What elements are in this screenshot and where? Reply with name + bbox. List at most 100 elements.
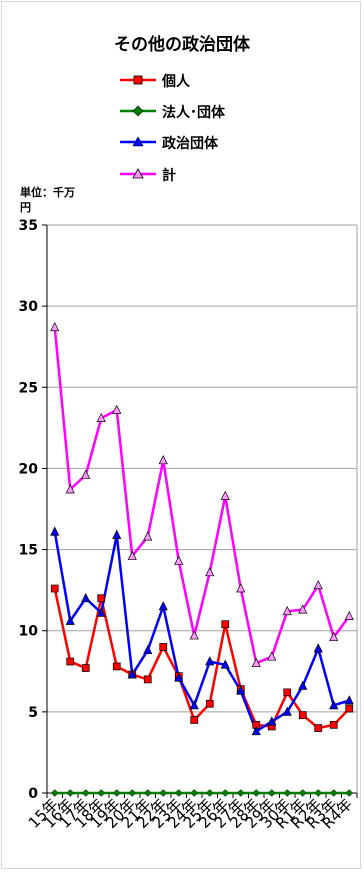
point-s2-15 — [282, 706, 292, 716]
series-line-2 — [53, 531, 350, 733]
point-s0-9 — [190, 716, 199, 724]
y-tick-label-20: 20 — [19, 461, 39, 477]
legend-label-houjin: 法人･団体 — [162, 105, 225, 121]
y-tick-label-35: 35 — [19, 218, 38, 234]
point-s1-18 — [329, 789, 338, 797]
point-s2-13 — [251, 726, 261, 736]
point-s3-18 — [329, 631, 339, 642]
point-s1-17 — [314, 789, 323, 797]
point-s3-3 — [96, 412, 106, 422]
point-s2-5 — [127, 669, 137, 679]
point-s1-11 — [221, 789, 230, 797]
point-s3-17 — [313, 579, 323, 590]
point-s3-7 — [158, 455, 168, 465]
point-s3-15 — [282, 605, 292, 616]
point-s2-12 — [236, 685, 246, 695]
point-s1-4 — [112, 789, 121, 797]
y-tick-label-0: 0 — [28, 786, 38, 802]
point-s0-16 — [298, 711, 307, 719]
point-s0-11 — [221, 620, 230, 629]
point-s1-14 — [267, 789, 276, 797]
point-s1-9 — [190, 789, 199, 797]
series-lines — [53, 327, 351, 795]
point-s0-10 — [205, 699, 214, 708]
legend-swatch-kei — [120, 168, 156, 179]
point-s2-16 — [298, 680, 308, 690]
y-tick-label-25: 25 — [19, 380, 38, 396]
point-s1-6 — [143, 789, 152, 797]
point-s1-15 — [283, 789, 292, 797]
point-s1-5 — [128, 789, 137, 797]
point-s1-3 — [97, 789, 106, 797]
point-s0-1 — [66, 657, 75, 666]
y-tick-labels: 0 5 10 15 20 25 30 35 — [19, 218, 39, 802]
point-s2-9 — [189, 700, 199, 710]
point-s1-13 — [252, 789, 261, 797]
point-s3-2 — [81, 469, 91, 479]
point-s2-8 — [174, 672, 184, 682]
point-s3-10 — [205, 567, 215, 577]
point-s1-19 — [345, 789, 354, 797]
point-s1-0 — [50, 789, 59, 797]
y-tick-label-30: 30 — [19, 299, 39, 315]
point-s1-2 — [81, 789, 90, 797]
series-markers — [50, 321, 354, 797]
legend-swatch-kojin — [120, 75, 156, 85]
point-s2-19 — [344, 695, 354, 705]
point-s2-7 — [158, 601, 168, 611]
point-s2-6 — [143, 644, 153, 655]
point-s1-8 — [174, 789, 183, 797]
point-s3-14 — [267, 651, 277, 661]
legend-label-kei: 計 — [162, 168, 176, 184]
point-s3-12 — [236, 583, 246, 593]
point-s2-2 — [81, 592, 91, 603]
point-s2-14 — [267, 716, 277, 726]
point-s0-17 — [314, 724, 323, 732]
point-s2-18 — [329, 700, 339, 710]
y-axis-label: 単位：千万円 — [20, 186, 75, 214]
point-s2-4 — [112, 529, 122, 539]
point-s1-16 — [298, 789, 307, 797]
legend-swatch-seiji — [120, 136, 156, 147]
y-tick-label-5: 5 — [28, 705, 38, 721]
legend-label-kojin: 個人 — [162, 74, 190, 90]
legend-label-seiji: 政治団体 — [162, 136, 218, 152]
x-tick-labels: 15年16年17年18年19年20年21年22年23年24年25年26年27年2… — [25, 795, 356, 832]
y-tick-label-15: 15 — [19, 543, 38, 559]
point-s3-6 — [143, 531, 153, 541]
point-s3-11 — [220, 490, 230, 500]
point-s1-7 — [159, 789, 168, 797]
point-s3-1 — [65, 484, 75, 494]
point-s0-18 — [329, 720, 338, 729]
point-s3-5 — [127, 550, 137, 560]
y-tick-label-10: 10 — [19, 624, 39, 640]
point-s3-19 — [344, 610, 354, 620]
point-s0-7 — [159, 643, 168, 651]
point-s0-19 — [345, 704, 354, 713]
point-s0-15 — [283, 688, 292, 697]
point-s1-12 — [236, 789, 245, 797]
point-s1-1 — [66, 789, 75, 797]
point-s3-16 — [298, 604, 308, 614]
point-s2-10 — [205, 656, 215, 666]
point-s0-2 — [81, 664, 90, 672]
point-s0-6 — [143, 675, 152, 684]
point-s2-17 — [313, 643, 323, 653]
point-s3-13 — [251, 657, 261, 668]
point-s2-11 — [220, 659, 230, 669]
point-s1-10 — [205, 789, 214, 797]
point-s3-4 — [112, 404, 122, 414]
point-s0-4 — [112, 662, 121, 671]
legend-swatch-houjin — [120, 105, 156, 117]
point-s0-0 — [50, 584, 59, 593]
point-s3-8 — [174, 555, 184, 565]
point-s2-3 — [96, 607, 106, 617]
point-s2-0 — [50, 526, 60, 536]
point-s3-9 — [189, 630, 199, 640]
point-s0-3 — [97, 594, 106, 603]
point-s3-0 — [50, 321, 60, 332]
point-s2-1 — [65, 615, 75, 625]
chart-title: その他の政治団体 — [114, 35, 250, 55]
